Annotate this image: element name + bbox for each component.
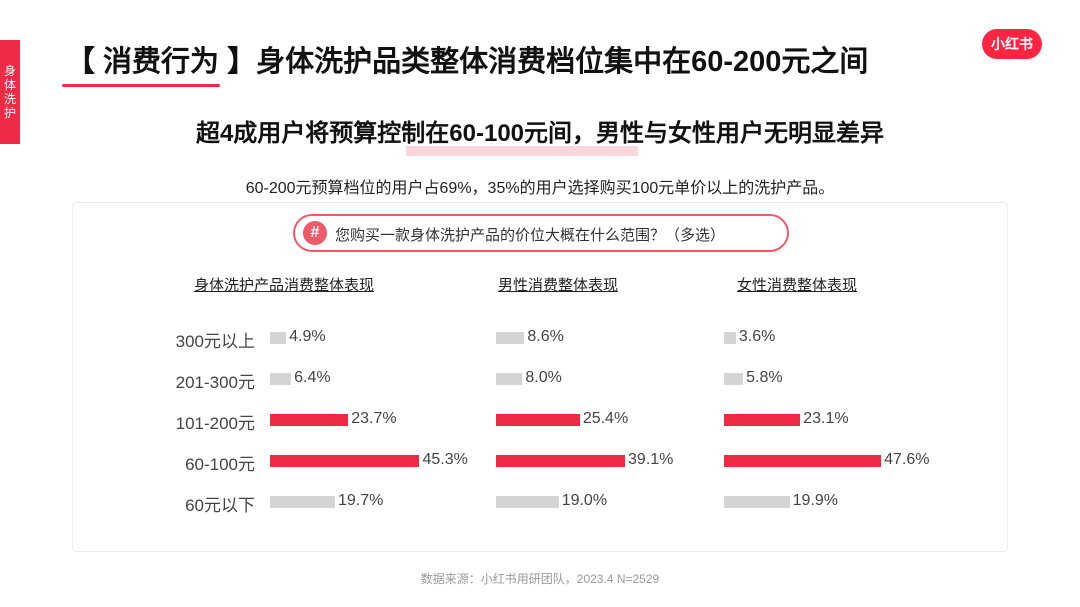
panel-title: 男性消费整体表现 [498, 277, 619, 294]
page-title: 【 消费行为 】身体洗护品类整体消费档位集中在60-200元之间 [66, 46, 869, 78]
bar [496, 332, 525, 344]
xiaohongshu-logo: 小红书 [982, 29, 1042, 59]
bar [496, 414, 580, 426]
category-label: 101-200元 [175, 414, 255, 433]
bar [496, 455, 626, 467]
bar-value-label: 19.7% [338, 492, 384, 509]
bar-value-label: 5.8% [746, 369, 783, 386]
bar [724, 373, 744, 385]
bar-value-label: 23.1% [803, 410, 849, 427]
subtitle-highlight [406, 146, 638, 156]
bar [270, 332, 287, 344]
category-label: 201-300元 [175, 373, 255, 392]
bar-value-label: 39.1% [628, 451, 674, 468]
bar-value-label: 8.0% [525, 369, 562, 386]
bar [270, 373, 292, 385]
bar-value-label: 47.6% [884, 451, 930, 468]
panel-title: 身体洗护产品消费整体表现 [194, 277, 375, 294]
title-underline [62, 84, 220, 87]
question-text: 您购买一款身体洗护产品的价位大概在什么范围？（多选） [335, 227, 726, 244]
bar-value-label: 45.3% [422, 451, 468, 468]
bar [270, 455, 420, 467]
bar-value-label: 19.9% [792, 492, 839, 509]
category-label: 60-100元 [185, 455, 255, 474]
panel-title: 女性消费整体表现 [737, 277, 858, 294]
bar-value-label: 3.6% [738, 328, 776, 345]
bar-value-label: 6.4% [294, 369, 331, 386]
hashtag-icon: # [303, 221, 327, 245]
category-label: 60元以下 [185, 496, 255, 515]
bar-value-label: 8.6% [527, 328, 564, 345]
chart-panel [72, 202, 1008, 552]
bar-value-label: 23.7% [351, 410, 397, 427]
bar [270, 496, 335, 508]
side-section-tab: 身体洗护 [0, 40, 20, 144]
bar [724, 414, 801, 426]
bar-value-label: 4.9% [289, 328, 326, 345]
bar [496, 496, 559, 508]
data-source: 数据来源：小红书用研团队，2023.4 N=2529 [420, 572, 660, 586]
summary-text: 60-200元预算档位的用户占69%，35%的用户选择购买100元单价以上的洗护… [245, 180, 835, 197]
page-subtitle: 超4成用户将预算控制在60-100元间，男性与女性用户无明显差异 [195, 120, 885, 147]
category-label: 300元以上 [175, 332, 255, 351]
survey-question: # 您购买一款身体洗护产品的价位大概在什么范围？（多选） [293, 214, 789, 252]
bar-value-label: 19.0% [561, 492, 608, 509]
bar-value-label: 25.4% [582, 410, 629, 427]
bar [724, 496, 790, 508]
bar [496, 373, 523, 385]
bar [724, 455, 882, 467]
bar [270, 414, 349, 426]
bar [724, 332, 736, 344]
